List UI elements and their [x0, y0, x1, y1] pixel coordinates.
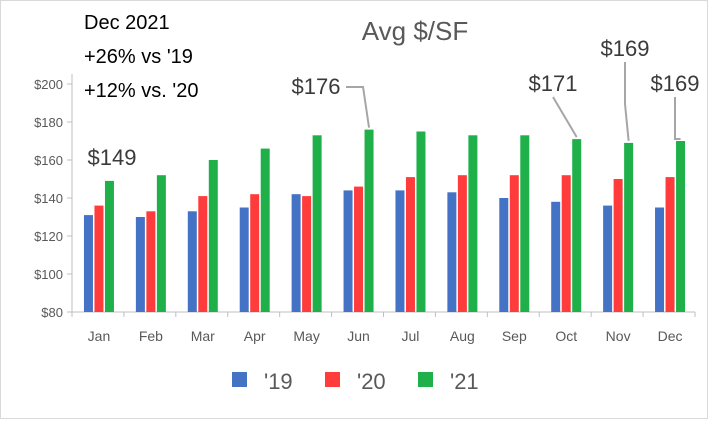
- bar: [613, 179, 623, 312]
- annotation-leader-line: [552, 96, 578, 138]
- bars: [83, 129, 686, 312]
- bar: [405, 177, 415, 312]
- legend-swatch: [418, 372, 433, 387]
- axes: $80 $100 $120 $140 $160 $180 $200 Jan Feb Mar Apr M…: [34, 74, 696, 344]
- summary-text-block: Dec 2021 +26% vs '19 +12% vs. '20: [84, 12, 198, 102]
- legend-swatch: [325, 372, 340, 387]
- legend-label: '19: [264, 369, 293, 394]
- x-tick-label: Apr: [244, 328, 266, 344]
- bar: [561, 175, 571, 312]
- bar: [198, 196, 208, 312]
- bar: [603, 205, 613, 312]
- x-tick-label: Oct: [555, 328, 577, 344]
- x-tick-label: Jul: [402, 328, 420, 344]
- bar: [457, 175, 467, 312]
- bar: [83, 215, 93, 312]
- data-label: $149: [88, 145, 137, 170]
- bar: [572, 139, 582, 312]
- legend-label: '21: [450, 369, 479, 394]
- y-tick-label: $200: [34, 77, 63, 92]
- legend-label: '20: [357, 369, 386, 394]
- bar: [146, 211, 156, 312]
- bar: [395, 190, 405, 312]
- y-tick-label: $100: [34, 267, 63, 282]
- bar: [239, 207, 249, 312]
- bar: [291, 194, 301, 312]
- bar: [250, 194, 260, 312]
- x-tick-label: Sep: [502, 328, 527, 344]
- bar: [343, 190, 353, 312]
- bar: [447, 192, 457, 312]
- y-tick-label: $120: [34, 229, 63, 244]
- bar: [187, 211, 197, 312]
- y-tick-label: $160: [34, 153, 63, 168]
- y-tick-label: $140: [34, 191, 63, 206]
- bar: [156, 175, 166, 312]
- bar: [499, 198, 509, 312]
- bar: [624, 142, 634, 312]
- summary-line: Dec 2021: [84, 12, 170, 34]
- summary-line: +26% vs '19: [84, 46, 193, 68]
- x-tick-label: Feb: [139, 328, 163, 344]
- x-tick-label: Dec: [658, 328, 683, 344]
- bar: [416, 131, 426, 312]
- legend-swatch: [232, 372, 247, 387]
- x-tick-label: May: [293, 328, 319, 344]
- bar: [260, 148, 270, 312]
- bar: [135, 217, 145, 312]
- bar: [468, 135, 478, 312]
- annotation-leader-line: [624, 62, 630, 141]
- annotation-leader-line: [674, 97, 681, 140]
- data-label: $169: [601, 36, 650, 61]
- y-tick-label: $80: [41, 305, 63, 320]
- data-label: $176: [292, 74, 341, 99]
- x-tick-label: Aug: [450, 328, 475, 344]
- x-tick-label: Nov: [606, 328, 631, 344]
- x-tick-label: Mar: [191, 328, 215, 344]
- bar: [665, 177, 675, 312]
- chart-title: Avg $/SF: [362, 16, 468, 46]
- y-tick-label: $180: [34, 115, 63, 130]
- data-label: $171: [529, 71, 578, 96]
- bar: [94, 205, 104, 312]
- bar: [655, 207, 665, 312]
- bar: [676, 141, 686, 312]
- bar: [208, 160, 218, 312]
- annotation-leader-line: [346, 86, 371, 128]
- x-tick-label: Jun: [347, 328, 370, 344]
- bar: [520, 135, 530, 312]
- bar: [104, 180, 114, 312]
- bar: [312, 135, 322, 312]
- bar: [509, 175, 519, 312]
- bar: [354, 186, 364, 312]
- data-label: $169: [651, 71, 700, 96]
- annotations: $149 $176 $171 $169$169: [88, 36, 700, 170]
- bar: [551, 201, 561, 312]
- legend: '19 '20 '21: [232, 369, 479, 394]
- bar: [364, 129, 374, 312]
- summary-line: +12% vs. '20: [84, 80, 198, 102]
- x-tick-label: Jan: [88, 328, 111, 344]
- bar: [302, 196, 312, 312]
